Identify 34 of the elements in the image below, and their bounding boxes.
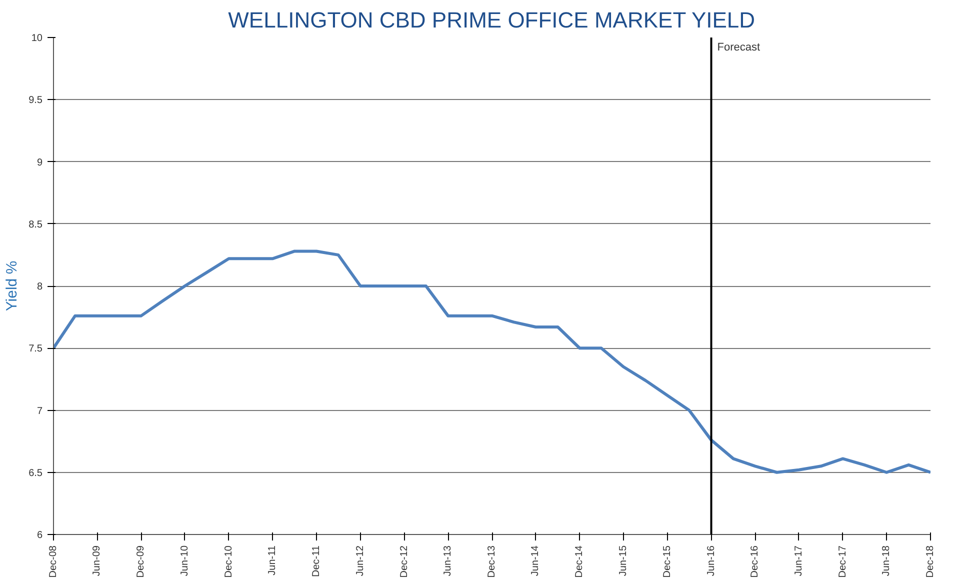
y-axis-title: Yield % bbox=[4, 260, 21, 312]
x-tick-label: Dec-09 bbox=[136, 545, 147, 578]
x-tick-label: Jun-10 bbox=[179, 545, 190, 576]
x-tick-label: Jun-11 bbox=[267, 545, 278, 576]
x-tick-label: Dec-17 bbox=[837, 545, 848, 578]
x-tick-label: Dec-15 bbox=[662, 545, 673, 578]
y-tick-label: 7 bbox=[36, 406, 43, 417]
x-tick-label: Jun-15 bbox=[618, 545, 629, 576]
x-tick-label: Dec-14 bbox=[574, 545, 586, 578]
x-tick-label: Dec-16 bbox=[750, 545, 761, 578]
x-tick-label: Jun-18 bbox=[881, 545, 892, 576]
x-tick-label: Dec-08 bbox=[48, 545, 59, 578]
x-tick-label: Jun-09 bbox=[92, 545, 103, 576]
y-tick-label: 10 bbox=[31, 33, 43, 44]
x-tick-label: Jun-16 bbox=[706, 545, 717, 576]
y-tick-label: 6.5 bbox=[28, 468, 43, 479]
x-tick-label: Jun-13 bbox=[442, 545, 454, 576]
x-tick-label: Dec-18 bbox=[925, 545, 936, 578]
x-tick-label: Jun-12 bbox=[354, 545, 366, 576]
chart-title: WELLINGTON CBD PRIME OFFICE MARKET YIELD bbox=[228, 8, 756, 32]
x-tick-label: Dec-13 bbox=[486, 545, 498, 578]
x-tick-label: Dec-10 bbox=[223, 545, 234, 578]
y-tick-label: 8 bbox=[36, 282, 43, 292]
y-tick-label: 6 bbox=[36, 530, 43, 541]
y-tick-label: 7.5 bbox=[28, 344, 43, 355]
line-series bbox=[54, 250, 930, 474]
y-tick-label: 8.5 bbox=[28, 219, 43, 230]
x-tick-label: Jun-14 bbox=[530, 545, 542, 576]
x-tick-label: Jun-17 bbox=[793, 545, 804, 576]
x-tick-label: Dec-12 bbox=[398, 545, 410, 578]
y-tick-label: 9.5 bbox=[28, 95, 43, 106]
ref-line-label: Forecast bbox=[717, 42, 760, 54]
x-tick-label: Dec-11 bbox=[310, 545, 322, 577]
y-tick-label: 9 bbox=[36, 157, 43, 168]
